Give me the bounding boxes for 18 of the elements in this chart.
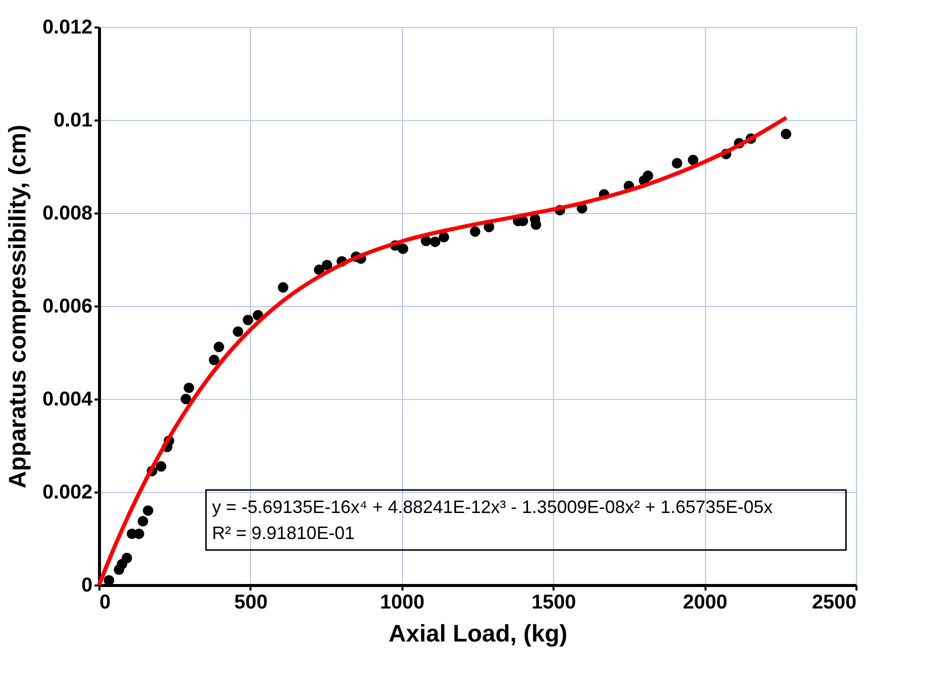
annotation: R² = 9.91810E-01 xyxy=(212,523,355,543)
x-tick-label: 2000 xyxy=(682,592,728,614)
annotation: y = -5.69135E-16x⁴ + 4.88241E-12x³ - 1.35009E-08x² + 1.65735E-05x xyxy=(212,497,773,517)
x-tick-label: 1500 xyxy=(531,592,576,614)
line-series xyxy=(97,116,788,587)
x-tick-label: 2500 xyxy=(812,592,856,614)
y-tick-label: 0 xyxy=(81,574,92,596)
x-tick-label: 500 xyxy=(234,592,268,614)
y-tick-label: 0.002 xyxy=(42,482,92,504)
y-axis-title: Apparatus compressibility, (cm) xyxy=(4,124,32,488)
x-tick-label: 0 xyxy=(100,592,111,614)
y-tick-label: 0.004 xyxy=(42,388,94,410)
x-axis-title: Axial Load, (kg) xyxy=(388,620,568,648)
y-tick-label: 0.012 xyxy=(42,16,92,38)
y-tick-label: 0.006 xyxy=(42,296,92,318)
y-tick-label: 0.01 xyxy=(54,110,92,132)
y-tick-label: 0.008 xyxy=(42,202,92,224)
x-tick-label: 1000 xyxy=(380,592,425,614)
